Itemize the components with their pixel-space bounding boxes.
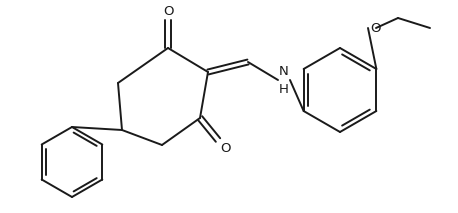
Text: O: O [370, 22, 381, 35]
Text: O: O [220, 142, 230, 155]
Text: O: O [163, 5, 173, 18]
Text: N: N [279, 65, 289, 78]
Text: H: H [279, 83, 289, 96]
